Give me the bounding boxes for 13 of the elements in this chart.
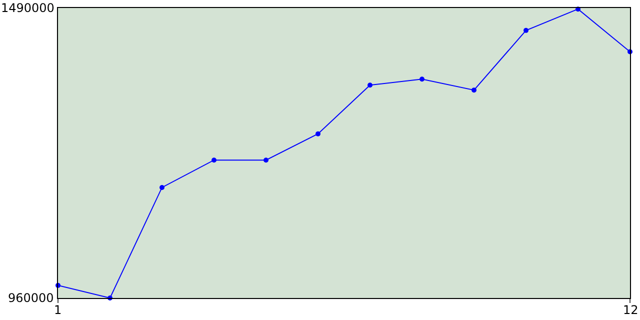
point <box>212 158 216 163</box>
x-tick-label: 12 <box>623 303 638 317</box>
y-tick-label: 1490000 <box>1 1 54 15</box>
point <box>264 158 268 163</box>
point <box>316 131 320 136</box>
point <box>368 82 372 88</box>
point <box>472 88 476 93</box>
point <box>160 184 164 190</box>
line-series <box>56 6 632 300</box>
y-tick-label: 960000 <box>8 291 54 305</box>
point <box>524 28 528 33</box>
point <box>420 76 424 82</box>
x-tick-label: 1 <box>54 303 62 317</box>
